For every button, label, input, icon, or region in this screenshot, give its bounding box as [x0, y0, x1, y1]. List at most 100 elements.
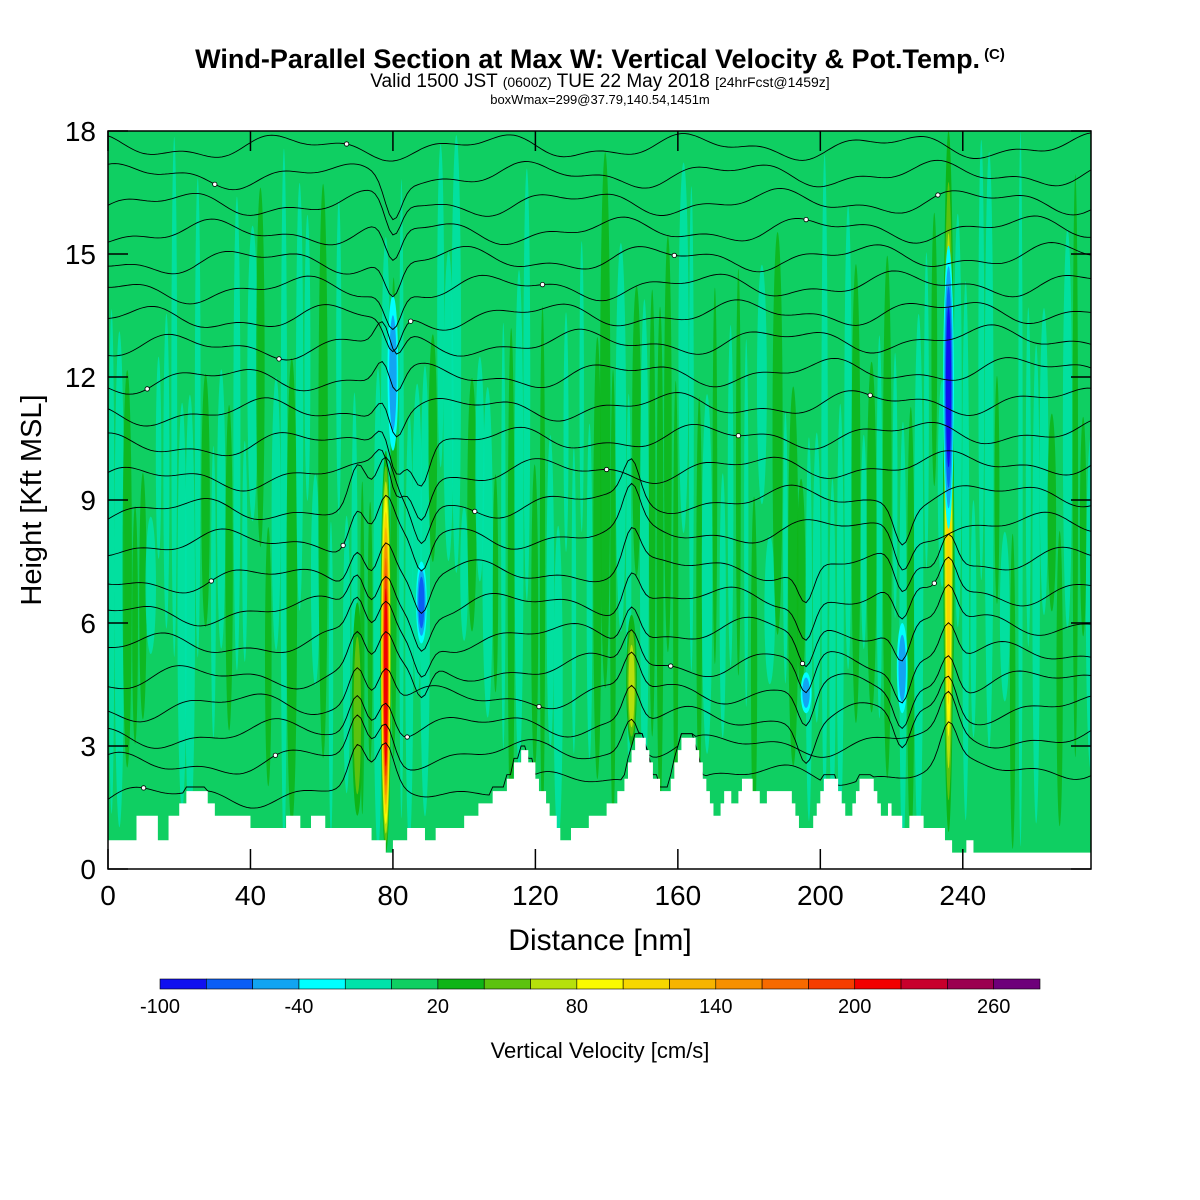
weak-motion-streak — [1018, 131, 1023, 847]
isentrope-line — [108, 132, 1091, 162]
x-tick-label: 0 — [100, 880, 116, 911]
colorbar-swatch — [900, 978, 948, 990]
chart-title-text: Wind-Parallel Section at Max W: Vertical… — [195, 44, 981, 74]
weak-motion-streak — [482, 387, 493, 718]
isentrope-label-dot — [803, 217, 809, 223]
chart-title: Wind-Parallel Section at Max W: Vertical… — [0, 44, 1200, 75]
isentrope-line — [108, 622, 1091, 704]
weak-motion-streak — [805, 437, 813, 821]
weak-motion-streak — [271, 377, 281, 651]
weak-motion-streak — [405, 413, 414, 845]
weak-motion-streak — [836, 403, 844, 825]
colorbar-tick-label: -100 — [140, 996, 180, 1018]
isentrope-line — [108, 299, 1091, 353]
weak-motion-streak — [1062, 229, 1073, 629]
valid-date: TUE 22 May 2018 — [556, 71, 710, 92]
isentrope-label-dot — [799, 660, 806, 667]
colorbar-tick-label: 140 — [699, 996, 732, 1018]
weak-motion-streak — [701, 394, 713, 754]
valid-time-line: Valid 1500 JST (0600Z) TUE 22 May 2018 [… — [0, 72, 1200, 92]
weak-motion-streak — [210, 446, 216, 739]
weak-motion-streak — [772, 232, 783, 635]
isentrope-line — [108, 690, 1091, 775]
weak-motion-streak — [719, 473, 726, 738]
y-tick-label: 6 — [80, 608, 96, 639]
isentrope-label-dot — [536, 703, 542, 710]
valid-zulu: (0600Z) — [502, 74, 552, 90]
weak-motion-streak — [367, 501, 373, 764]
weak-motion-streak — [1072, 174, 1079, 758]
weak-motion-streak — [428, 334, 438, 562]
isentrope-line — [108, 651, 1091, 730]
updraft-column — [380, 450, 392, 853]
weak-motion-streak — [892, 352, 898, 619]
colorbar-swatch — [947, 978, 994, 990]
forecast-info: [24hrFcst@1459z] — [715, 74, 830, 90]
weak-motion-streak — [163, 313, 170, 629]
x-tick-label: 160 — [654, 880, 701, 911]
weak-motion-streak — [310, 474, 320, 686]
weak-motion-streak — [1009, 533, 1016, 849]
colorbar-swatch — [391, 978, 439, 990]
weak-motion-streak — [978, 139, 985, 581]
isentrope-label-dot — [212, 181, 218, 187]
velocity-contour-band — [898, 634, 906, 702]
copyright-mark: (C) — [984, 46, 1005, 63]
axes: 0 40 80 120 160 200 240 0 3 6 9 12 15 18 — [65, 116, 1091, 911]
weak-motion-streak — [177, 402, 187, 810]
weak-motion-streak — [735, 268, 741, 676]
isentrope-label-dot — [141, 785, 147, 791]
weak-motion-streak — [788, 386, 799, 767]
y-tick-label: 9 — [80, 485, 96, 516]
weak-motion-streak — [122, 370, 132, 768]
velocity-contour-band — [945, 307, 952, 468]
downdraft-column — [387, 295, 399, 451]
weak-motion-streak — [242, 440, 248, 662]
colorbar: -100 -40 20 80 140 200 260 — [140, 978, 1041, 1018]
colorbar-swatch — [206, 978, 253, 990]
colorbar-swatch — [159, 978, 207, 990]
x-tick-label: 120 — [512, 880, 559, 911]
colorbar-tick-label: -40 — [284, 996, 313, 1018]
colorbar-tick-label: 200 — [838, 996, 871, 1018]
weak-motion-streak — [994, 376, 1000, 604]
isentrope-line — [108, 270, 1091, 331]
weak-motion-streak — [553, 525, 563, 841]
weak-motion-streak — [913, 313, 924, 848]
isentrope-label-dot — [276, 356, 282, 362]
weak-motion-streak — [304, 214, 311, 501]
downdraft-column — [896, 623, 908, 714]
weak-motion-streak — [688, 186, 694, 672]
isentrope-line — [108, 321, 1091, 361]
weak-motion-streak — [336, 199, 342, 514]
weak-motion-streak — [1056, 530, 1063, 827]
weak-motion-streak — [184, 394, 196, 830]
x-axis-label: Distance [nm] — [508, 924, 691, 957]
weak-motion-streak — [108, 309, 115, 814]
weak-motion-streak — [600, 152, 611, 689]
isentrope-line — [108, 721, 1091, 809]
weak-motion-streak — [1085, 435, 1091, 772]
weak-motion-streak — [1025, 307, 1031, 647]
weak-motion-streak — [139, 472, 147, 720]
downdraft-column — [416, 561, 427, 644]
weak-motion-streak — [656, 306, 664, 811]
weak-motion-streak — [610, 369, 616, 827]
isentrope-label-dot — [272, 752, 278, 758]
velocity-field — [108, 131, 1091, 853]
weak-motion-streak — [264, 527, 272, 787]
weak-motion-streak — [907, 407, 915, 845]
weak-motion-streak — [999, 531, 1010, 702]
isentrope-label-dot — [340, 542, 346, 549]
weak-motion-streak — [866, 361, 877, 713]
isentrope-label-dot — [144, 386, 150, 392]
weak-motion-streak — [860, 434, 867, 650]
isentrope-line — [108, 242, 1091, 298]
updraft-column — [626, 614, 637, 747]
isentrope-line — [108, 584, 1091, 678]
isentrope-label-dot — [867, 392, 873, 398]
velocity-contour-band — [384, 588, 388, 767]
colorbar-swatch — [483, 978, 531, 990]
weak-motion-streak — [451, 135, 462, 573]
